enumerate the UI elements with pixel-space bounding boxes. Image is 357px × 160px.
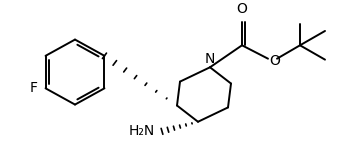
Text: O: O (269, 54, 280, 68)
Text: H₂N: H₂N (129, 124, 155, 138)
Text: N: N (205, 52, 215, 66)
Text: O: O (237, 2, 247, 16)
Text: F: F (30, 81, 37, 95)
